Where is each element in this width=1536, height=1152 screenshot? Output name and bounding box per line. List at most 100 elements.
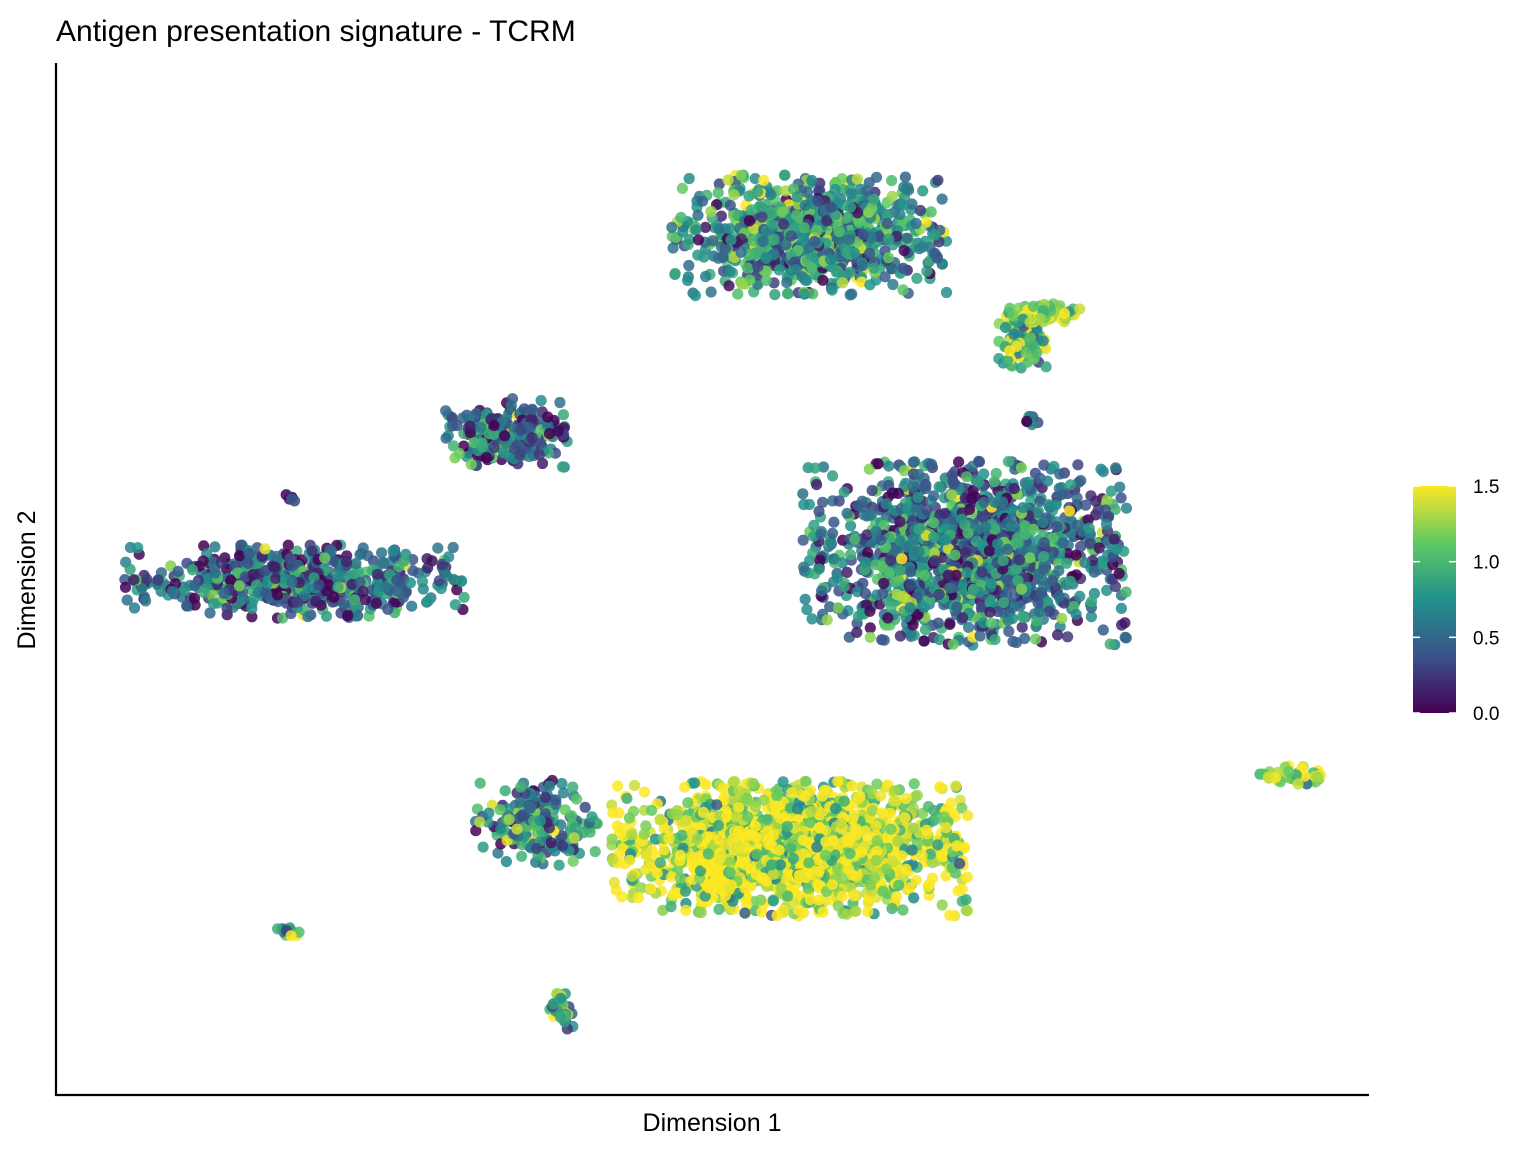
data-point [801,187,814,199]
data-point [669,268,681,280]
data-point [977,511,989,524]
data-point [785,230,797,242]
data-point [1013,554,1026,566]
data-point [851,626,863,639]
data-point [979,521,992,533]
data-point [1031,507,1043,519]
data-point [984,596,996,608]
data-point [944,909,956,921]
data-point [752,186,764,198]
data-point [514,449,526,461]
data-point [868,193,880,205]
data-point [359,594,372,606]
data-point [178,585,190,597]
data-point [947,638,959,650]
data-point [756,211,768,223]
data-point [310,595,322,607]
data-point [801,604,813,616]
data-point [900,863,912,875]
data-point [951,601,963,613]
data-point [1082,514,1094,526]
data-point [917,185,929,197]
data-point [851,173,864,185]
data-point [880,498,892,510]
data-point [488,441,500,454]
data-point [1024,316,1036,328]
data-point [181,600,193,612]
data-point [440,405,452,417]
data-point [911,789,923,802]
data-point [608,876,620,889]
data-point [813,563,825,575]
data-point [705,205,717,218]
data-point [824,253,837,265]
data-point [967,583,980,596]
data-point [1041,475,1054,487]
data-point [777,218,790,230]
data-point [1033,605,1045,618]
data-point [815,528,827,540]
data-point [978,496,990,508]
data-point [1036,587,1048,600]
data-point [371,568,383,580]
data-point [683,259,695,272]
data-point [960,547,972,559]
data-point [883,460,895,472]
data-point [1075,475,1087,487]
data-point [898,244,910,257]
data-point [1062,631,1074,643]
data-point [306,545,318,557]
data-point [797,534,809,546]
data-point [141,573,153,585]
data-point [769,289,781,301]
data-point [218,588,230,600]
data-point [918,569,931,582]
data-point [877,885,889,897]
data-point [1104,638,1116,650]
data-point [1037,335,1049,347]
data-point [975,601,988,613]
data-point [391,585,403,597]
data-point [827,470,839,482]
data-point [898,465,910,477]
data-point [859,587,872,600]
data-point [732,288,744,300]
data-point [291,596,304,608]
data-point [209,541,221,553]
data-point [844,289,856,301]
data-point [377,556,389,568]
data-point [692,234,705,246]
data-point [342,610,354,622]
data-point [942,570,954,582]
data-point [319,552,331,564]
data-point [616,843,629,855]
data-point [679,781,691,793]
data-point [932,617,944,629]
data-point [885,601,897,613]
data-point [1084,537,1096,549]
data-point [703,882,715,894]
data-point [209,567,221,579]
data-point [932,839,944,851]
data-point [1072,459,1084,471]
data-point [671,887,683,899]
data-point [635,882,647,894]
data-point [886,903,898,915]
data-point [724,223,736,235]
data-point [128,602,141,614]
data-point [872,458,884,470]
data-point [350,557,362,570]
data-point [859,825,871,837]
data-point [1086,595,1098,608]
data-point [887,855,899,868]
data-point [825,536,837,548]
data-point [1014,600,1026,613]
data-point [790,209,803,221]
data-point [862,547,874,559]
data-point [407,565,419,577]
data-point [881,218,893,230]
data-point [910,217,922,230]
data-point [1074,590,1086,603]
data-point [832,900,844,912]
data-point [961,471,973,483]
